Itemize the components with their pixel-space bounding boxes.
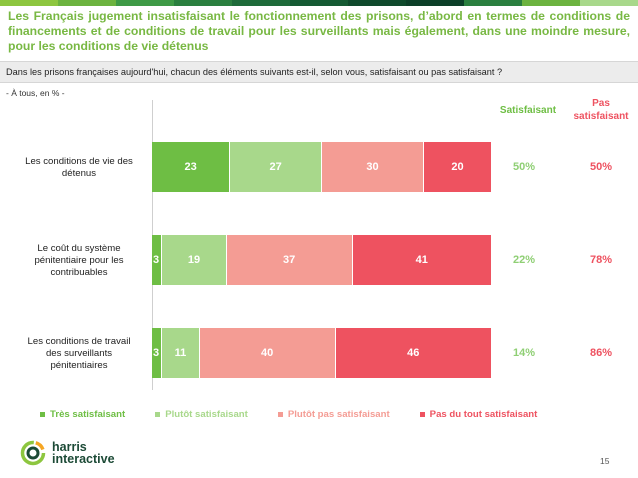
column-header-pas-line2: satisfaisant — [573, 111, 629, 122]
bar-segment: 3 — [152, 328, 163, 378]
top-color-bar-segment — [174, 0, 232, 6]
category-label-line: contribuables — [50, 267, 108, 278]
top-color-bar-segment — [522, 0, 580, 6]
bar-segment: 19 — [162, 235, 227, 285]
bar-segment: 23 — [152, 142, 231, 192]
chart-legend: Très satisfaisant Plutôt satisfaisant Plut… — [40, 409, 600, 420]
harris-logo-icon — [20, 440, 46, 466]
total-pas-satisfaisant: 50% — [589, 161, 613, 173]
legend-item: Plutôt pas satisfaisant — [277, 409, 390, 420]
legend-label: Très satisfaisant — [50, 409, 126, 420]
legend-swatch — [40, 412, 45, 417]
category-label-line: pénitentiaires — [50, 360, 108, 371]
top-color-bar-segment — [580, 0, 638, 6]
total-pas-satisfaisant: 78% — [589, 254, 613, 266]
top-color-bar-segment — [290, 0, 348, 6]
column-header-satisfaisant: Satisfaisant — [499, 105, 557, 116]
logo-line2: interactive — [52, 452, 115, 466]
bar-segment: 11 — [162, 328, 200, 378]
total-pas-satisfaisant: 86% — [589, 347, 613, 359]
bar-segment: 41 — [352, 235, 492, 285]
bar-segment: 40 — [199, 328, 336, 378]
survey-question: Dans les prisons françaises aujourd'hui,… — [0, 61, 638, 83]
category-label-line: pénitentiaire pour les — [34, 255, 124, 266]
bar-segment: 37 — [226, 235, 353, 285]
bar-segment: 20 — [423, 142, 492, 192]
stacked-bar: 3 11 40 46 — [152, 328, 492, 378]
legend-swatch — [419, 412, 425, 417]
top-color-bar-segment — [232, 0, 290, 6]
top-color-bar-segment — [58, 0, 116, 6]
top-color-bar-segment — [116, 0, 174, 6]
harris-interactive-logo: harris interactive — [20, 440, 115, 466]
category-label: Les conditions de travail des surveillant… — [14, 336, 144, 372]
bar-segment: 46 — [335, 328, 492, 378]
legend-item: Très satisfaisant — [40, 409, 125, 420]
top-color-bar-segment — [348, 0, 406, 6]
category-label-line: Les conditions de vie des — [25, 156, 133, 167]
base-note: - À tous, en % - — [6, 88, 65, 98]
stacked-bar: 3 19 37 41 — [152, 235, 492, 285]
legend-swatch — [277, 412, 283, 417]
top-color-bar-segment — [406, 0, 464, 6]
top-color-bar-segment — [0, 0, 58, 6]
category-label: Le coût du système pénitentiaire pour les… — [14, 243, 144, 279]
legend-swatch — [155, 412, 161, 417]
total-satisfaisant: 22% — [512, 254, 536, 266]
column-header-pas-line1: Pas — [592, 98, 610, 109]
column-header-pas-satisfaisant: Pas satisfaisant — [570, 97, 632, 123]
legend-item: Plutôt satisfaisant — [155, 409, 248, 420]
category-label-line: Le coût du système — [37, 243, 121, 254]
bar-segment: 30 — [321, 142, 424, 192]
slide-headline: Les Français jugement insatisfaisant le … — [8, 9, 630, 53]
page-number: 15 — [600, 456, 610, 466]
legend-label: Plutôt pas satisfaisant — [287, 409, 390, 420]
bar-segment: 3 — [152, 235, 163, 285]
category-label-line: des surveillants — [45, 348, 113, 359]
logo-wordmark: harris interactive — [52, 440, 115, 466]
bar-segment: 27 — [230, 142, 322, 192]
legend-item: Pas du tout satisfaisant — [419, 409, 538, 420]
stacked-bar: 23 27 30 20 — [152, 142, 492, 192]
logo-line1: harris — [52, 440, 87, 454]
category-label: Les conditions de vie des détenus — [14, 156, 144, 180]
total-satisfaisant: 14% — [512, 347, 536, 359]
top-color-bar — [0, 0, 638, 6]
total-satisfaisant: 50% — [512, 161, 536, 173]
legend-label: Plutôt satisfaisant — [165, 409, 248, 420]
category-label-line: détenus — [61, 168, 97, 179]
legend-label: Pas du tout satisfaisant — [429, 409, 538, 420]
top-color-bar-segment — [464, 0, 522, 6]
category-label-line: Les conditions de travail — [27, 336, 131, 347]
